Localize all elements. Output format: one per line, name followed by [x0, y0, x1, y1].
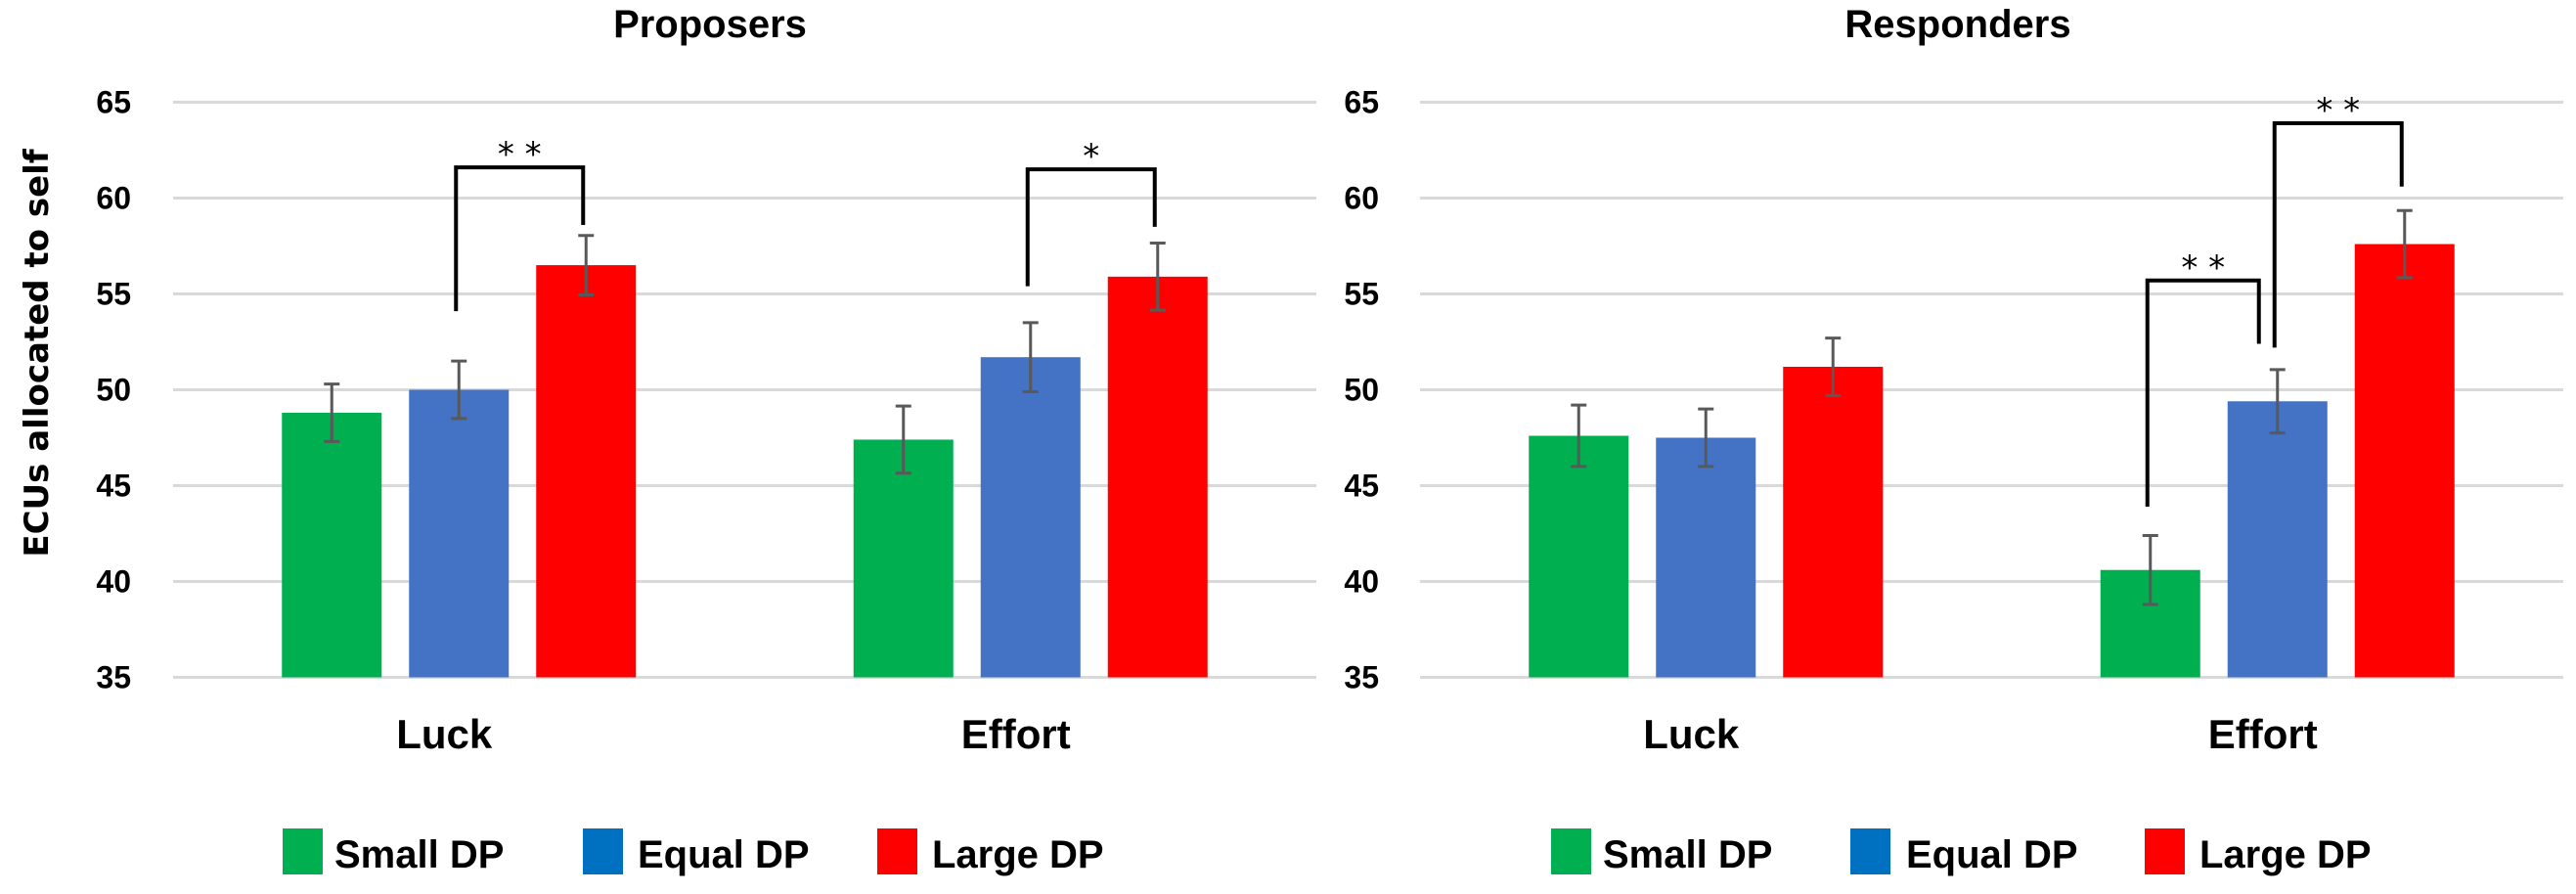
significance-label: * — [1083, 137, 1099, 176]
chart-title: Proposers — [613, 3, 807, 46]
bar-equal-dp-luck — [1656, 437, 1756, 678]
error-bar — [1825, 336, 1842, 397]
error-bar — [324, 382, 340, 443]
bar-equal-dp-effort — [2227, 401, 2328, 678]
x-category-labels: Luck Effort — [1643, 711, 2318, 757]
legend-item-large-dp: Large DP — [2145, 828, 2372, 876]
legend-item-small-dp: Small DP — [1551, 828, 1772, 876]
legend-label: Large DP — [2199, 833, 2372, 876]
error-bar — [2396, 208, 2413, 280]
legend-label: Small DP — [334, 833, 504, 876]
legend-label: Equal DP — [1906, 833, 2078, 876]
y-tick-label: 35 — [96, 660, 131, 695]
x-category-label: Effort — [2208, 711, 2318, 757]
significance-brackets: * * * — [454, 135, 1157, 312]
legend-swatch — [583, 828, 623, 874]
y-tick-label: 50 — [1344, 373, 1379, 408]
y-tick-label: 50 — [96, 373, 131, 408]
bar-large-dp-effort — [1107, 276, 1208, 678]
error-bar — [451, 359, 467, 421]
x-category-label: Luck — [396, 711, 493, 757]
bars — [282, 265, 1208, 678]
legend-item-equal-dp: Equal DP — [1850, 828, 2078, 876]
y-tick-labels: 35 40 45 50 55 60 65 — [96, 85, 131, 695]
error-bar — [1149, 242, 1166, 312]
bar-equal-dp-effort — [980, 357, 1081, 678]
bar-small-dp-luck — [1529, 435, 1629, 678]
y-axis-label: ECUs allocated to self — [18, 148, 57, 557]
bar-large-dp-effort — [2354, 244, 2455, 678]
error-bar — [2142, 533, 2158, 606]
legend-swatch — [1850, 828, 1890, 874]
significance-bracket: * * — [2272, 91, 2404, 348]
error-bar — [578, 234, 595, 296]
legend-label: Small DP — [1603, 833, 1772, 876]
legend-label: Equal DP — [638, 833, 810, 876]
y-tick-label: 65 — [1344, 85, 1379, 120]
y-tick-label: 55 — [96, 277, 131, 312]
error-bar — [1571, 403, 1587, 469]
legend-item-large-dp: Large DP — [877, 828, 1104, 876]
chart-title: Responders — [1844, 3, 2070, 46]
legend-swatch — [283, 828, 323, 874]
y-tick-label: 60 — [96, 181, 131, 216]
y-tick-label: 40 — [1344, 564, 1379, 600]
error-bar — [1698, 407, 1714, 469]
significance-bracket: * — [1025, 137, 1157, 287]
legend-swatch — [2145, 828, 2185, 874]
bar-large-dp-luck — [1783, 366, 1884, 678]
significance-brackets: * * * * — [2145, 91, 2404, 508]
error-bars — [1571, 208, 2413, 606]
significance-bracket: * * — [2145, 248, 2261, 508]
y-tick-label: 40 — [96, 564, 131, 600]
panel-responders: Responders 35 40 45 50 55 60 65 * * * * Luck Eff… — [1344, 3, 2563, 876]
bars — [1529, 244, 2455, 678]
y-tick-labels: 35 40 45 50 55 60 65 — [1344, 85, 1379, 695]
legend: Small DP Equal DP Large DP — [1551, 828, 2372, 876]
error-bars — [324, 234, 1166, 475]
significance-label: * * — [2181, 248, 2225, 288]
x-category-label: Luck — [1643, 711, 1740, 757]
bar-small-dp-effort — [853, 439, 954, 678]
legend-label: Large DP — [932, 833, 1104, 876]
error-bar — [2269, 368, 2286, 435]
legend: Small DP Equal DP Large DP — [283, 828, 1104, 876]
significance-label: * * — [498, 135, 542, 174]
legend-item-equal-dp: Equal DP — [583, 828, 810, 876]
error-bar — [895, 404, 911, 475]
y-tick-label: 35 — [1344, 660, 1379, 695]
bar-large-dp-luck — [536, 265, 637, 678]
y-tick-label: 45 — [1344, 469, 1379, 504]
y-tick-label: 65 — [96, 85, 131, 120]
x-category-labels: Luck Effort — [396, 711, 1071, 757]
legend-swatch — [1551, 828, 1591, 874]
x-category-label: Effort — [961, 711, 1071, 757]
error-bar — [1022, 321, 1039, 393]
significance-bracket: * * — [454, 135, 586, 312]
y-tick-label: 55 — [1344, 277, 1379, 312]
y-tick-label: 45 — [96, 469, 131, 504]
significance-label: * * — [2316, 91, 2360, 130]
panel-proposers: Proposers ECUs allocated to self 35 40 45 5… — [18, 3, 1316, 876]
y-tick-label: 60 — [1344, 181, 1379, 216]
legend-swatch — [877, 828, 917, 874]
legend-item-small-dp: Small DP — [283, 828, 504, 876]
bar-equal-dp-luck — [409, 389, 510, 678]
bar-small-dp-luck — [282, 413, 382, 678]
